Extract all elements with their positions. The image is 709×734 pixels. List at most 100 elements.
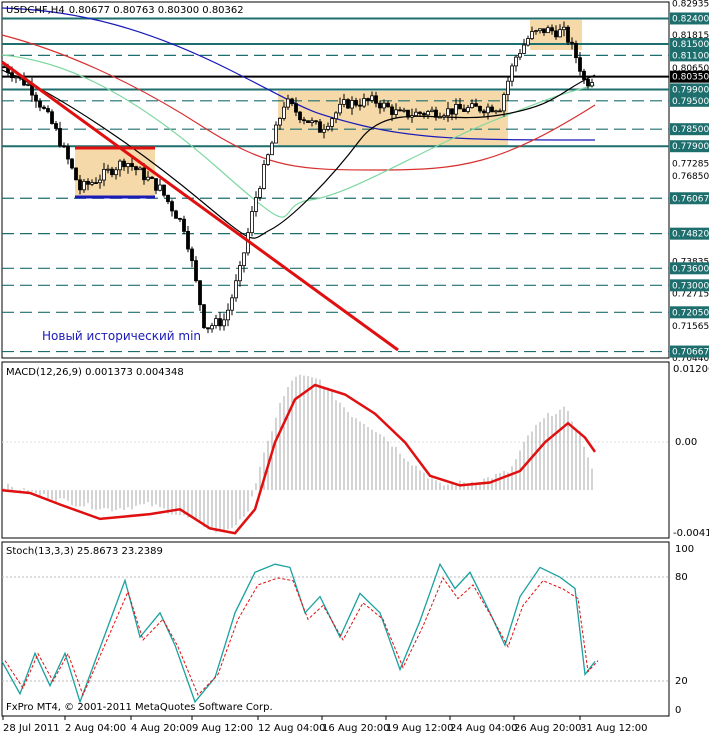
candle-body <box>242 252 246 266</box>
candle-body <box>322 128 326 133</box>
time-axis-label: 4 Aug 20:00 <box>131 723 192 734</box>
candle-body <box>90 182 94 185</box>
price-level-label: 0.73600 <box>672 264 709 274</box>
candle-body <box>214 318 218 327</box>
price-level-label: 0.79500 <box>672 97 709 107</box>
price-level-tag <box>670 279 709 292</box>
price-scale-label: 0.70440 <box>672 354 709 364</box>
candle-body <box>494 110 498 113</box>
time-axis-label: 2 Aug 04:00 <box>65 723 126 734</box>
price-level-tag <box>670 12 709 25</box>
candle-body <box>142 167 146 181</box>
time-axis: 28 Jul 2011 2 Aug 04:00 4 Aug 20:00 9 Aug 1… <box>2 716 647 734</box>
candle-body <box>298 111 302 121</box>
candle-body <box>306 120 310 123</box>
candle-body <box>130 163 134 167</box>
macd-panel-frame <box>1 361 670 539</box>
candle-body <box>238 265 242 282</box>
candles <box>2 21 594 334</box>
macd-tick-top: 0.012066 <box>673 364 709 375</box>
candle-body <box>438 116 442 119</box>
time-axis-label: 26 Aug 20:00 <box>514 723 581 734</box>
candle-body <box>226 309 230 321</box>
candle-body <box>458 104 462 110</box>
candle-body <box>502 94 506 112</box>
candle-body <box>326 125 330 130</box>
price-level-tag <box>670 38 709 51</box>
candle-body <box>402 109 406 112</box>
candle-body <box>546 27 550 34</box>
price-level-label: 0.76067 <box>672 194 709 204</box>
candle-body <box>318 121 322 133</box>
candle-body <box>418 111 422 114</box>
candle-body <box>302 119 306 122</box>
candle-body <box>122 160 126 168</box>
candle-body <box>234 280 238 299</box>
candle-body <box>14 76 18 79</box>
candle-body <box>258 188 262 198</box>
candle-body <box>474 103 478 107</box>
stoch-main-line <box>1 562 596 704</box>
candle-body <box>218 318 222 327</box>
candle-body <box>562 26 566 31</box>
candle-body <box>114 169 118 176</box>
candle-body <box>386 102 390 108</box>
green-ma-line <box>1 54 596 218</box>
macd-label: MACD(12,26,9) 0.001373 0.004348 <box>6 367 184 378</box>
price-scale-label: 0.80650 <box>672 64 709 74</box>
candle-body <box>574 42 578 59</box>
candle-body <box>446 108 450 117</box>
candle-body <box>170 201 174 212</box>
price-level-label: 0.78500 <box>672 125 709 135</box>
candle-body <box>198 280 202 306</box>
candle-body <box>270 142 274 156</box>
candle-body <box>510 65 514 82</box>
candle-body <box>194 260 198 282</box>
price-level-label: 0.77900 <box>672 142 709 152</box>
candle-body <box>570 41 574 44</box>
candle-body <box>478 105 482 112</box>
candle-body <box>578 57 582 72</box>
macd-signal-line <box>1 383 597 535</box>
candle-body <box>82 180 86 191</box>
candle-body <box>278 118 282 126</box>
price-scale-label: 0.77285 <box>672 160 709 170</box>
stoch-tick-0: 0 <box>675 705 681 716</box>
candle-body <box>354 100 358 106</box>
price-level-label: 0.72050 <box>672 308 709 318</box>
candle-body <box>486 106 490 114</box>
candle-body <box>182 218 186 232</box>
downtrend-line <box>1 60 399 352</box>
candle-body <box>370 95 374 101</box>
candle-body <box>466 107 470 112</box>
price-level-tag <box>670 49 709 62</box>
time-axis-label: 28 Jul 2011 <box>3 723 60 734</box>
price-level-tag <box>670 70 709 83</box>
price-level-tag <box>670 262 709 275</box>
candle-body <box>506 80 510 95</box>
candle-body <box>374 95 378 104</box>
candle-body <box>150 176 154 179</box>
candle-body <box>38 100 42 108</box>
candle-body <box>294 103 298 113</box>
candle-body <box>206 327 210 330</box>
candle-body <box>450 108 454 115</box>
candle-body <box>362 98 366 107</box>
price-scale-label: 0.82935 <box>672 0 709 9</box>
candle-body <box>550 27 554 32</box>
candle-body <box>394 109 398 115</box>
stoch-tick-20: 20 <box>675 676 688 687</box>
black-ma-line <box>1 69 596 239</box>
candle-body <box>530 31 534 39</box>
price-level-label: 0.81100 <box>672 51 709 61</box>
candle-body <box>454 104 458 115</box>
candle-body <box>110 168 114 176</box>
candle-body <box>134 166 138 171</box>
red-ma-line <box>1 34 596 171</box>
candle-body <box>434 109 438 118</box>
price-panel-frame <box>1 1 670 359</box>
candle-body <box>138 167 142 171</box>
price-scale-label: 0.81815 <box>672 31 709 41</box>
candle-body <box>342 99 346 105</box>
